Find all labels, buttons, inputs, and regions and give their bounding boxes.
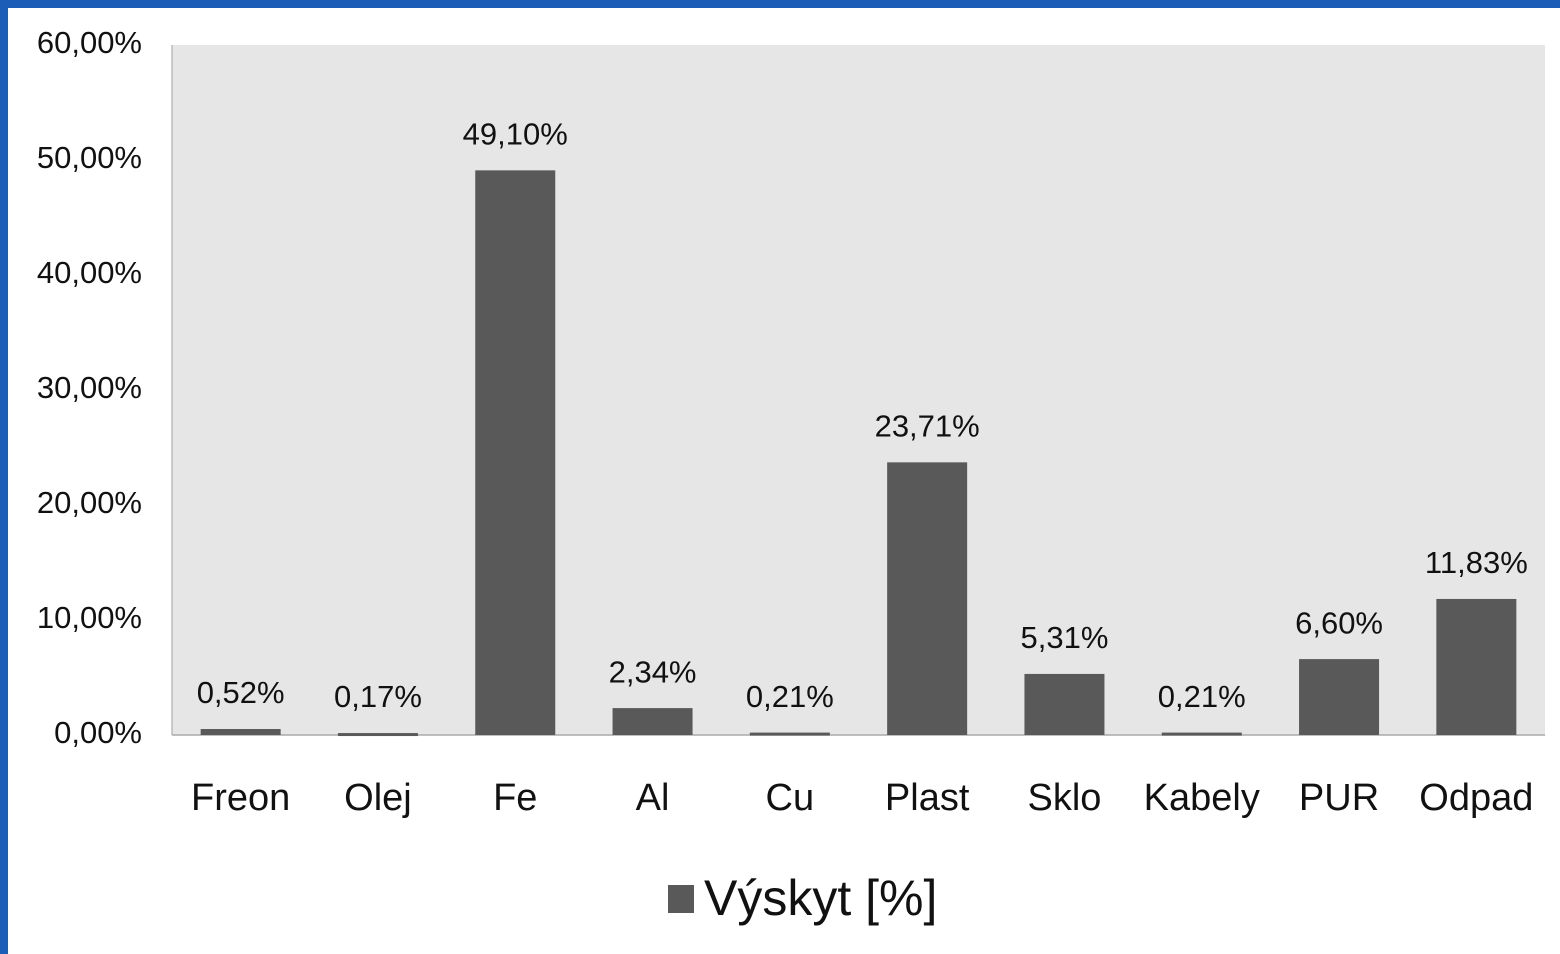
y-tick-label: 30,00% <box>37 370 142 405</box>
x-tick-label: Fe <box>493 777 537 819</box>
data-label: 0,52% <box>197 675 285 710</box>
bar <box>337 733 418 737</box>
x-tick-label: Kabely <box>1144 777 1260 819</box>
y-tick-label: 20,00% <box>37 485 142 520</box>
bar <box>475 170 556 736</box>
y-tick-label: 0,00% <box>54 715 142 750</box>
x-tick-label: Olej <box>344 777 412 819</box>
bar <box>612 708 693 735</box>
y-tick-label: 10,00% <box>37 600 142 635</box>
x-tick-label: Sklo <box>1027 777 1101 819</box>
x-tick-label: PUR <box>1299 777 1379 819</box>
y-tick-label: 40,00% <box>37 255 142 290</box>
legend-swatch <box>668 885 694 913</box>
data-label: 6,60% <box>1295 605 1383 640</box>
x-tick-label: Freon <box>191 777 290 819</box>
y-tick-label: 50,00% <box>37 140 142 175</box>
bar <box>887 462 968 735</box>
plot-area <box>172 45 1545 735</box>
data-label: 0,21% <box>1158 679 1246 714</box>
data-label: 0,17% <box>334 679 422 714</box>
data-label: 5,31% <box>1020 620 1108 655</box>
bar <box>1436 598 1517 735</box>
left-border <box>0 0 8 954</box>
x-tick-label: Al <box>636 777 670 819</box>
top-border <box>0 0 1560 8</box>
data-label: 0,21% <box>746 679 834 714</box>
bar <box>200 729 281 735</box>
data-label: 2,34% <box>609 654 697 689</box>
y-tick-label: 60,00% <box>37 25 142 60</box>
x-tick-label: Plast <box>885 777 970 819</box>
data-label: 49,10% <box>463 117 568 152</box>
legend-label: Výskyt [%] <box>704 870 937 926</box>
data-label: 23,71% <box>875 409 980 444</box>
data-label: 11,83% <box>1425 545 1528 580</box>
x-tick-label: Cu <box>766 777 815 819</box>
bar <box>1299 659 1380 735</box>
bar <box>1161 732 1242 736</box>
bar <box>749 732 830 736</box>
bar <box>1024 673 1105 735</box>
x-tick-label: Odpad <box>1419 777 1533 819</box>
